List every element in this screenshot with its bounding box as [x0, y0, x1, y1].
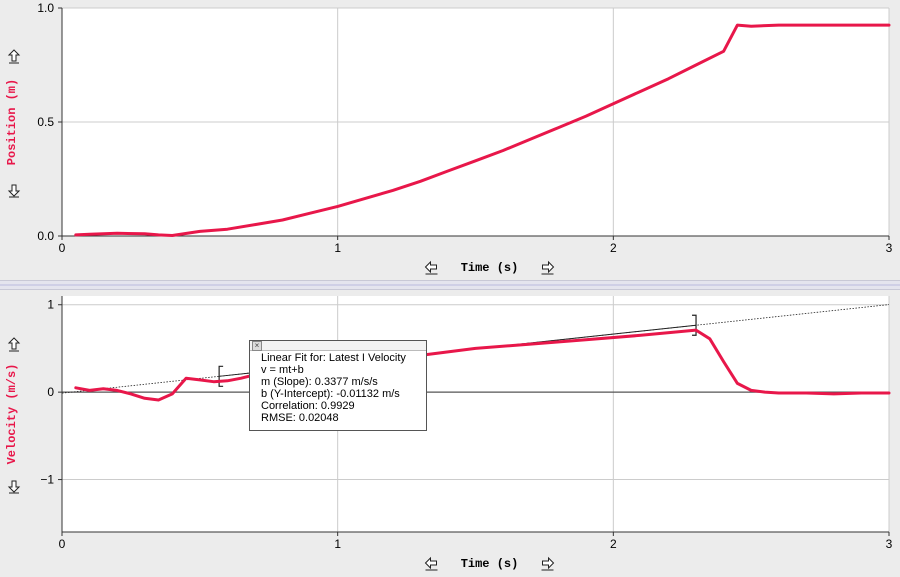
position-graph[interactable]: 0 1 2 3 0.0 0.5 1.0 Position (m) Time (s) — [0, 0, 900, 280]
down-arrow-icon[interactable] — [7, 184, 21, 198]
right-arrow-icon-shape — [542, 260, 555, 274]
fit-rmse: RMSE: 0.02048 — [261, 412, 339, 424]
fit-equation: v = mt+b — [261, 364, 304, 376]
velocity-x-tick-label: 1 — [334, 537, 341, 551]
left-arrow-icon-shape — [424, 260, 437, 274]
down-arrow-icon[interactable] — [7, 480, 21, 494]
fit-correlation: Correlation: 0.9929 — [261, 400, 355, 412]
velocity-plot-area — [62, 296, 889, 532]
velocity-graph[interactable]: 0 1 2 3 −1 0 1 Velocity (m/s) Time (s) — [0, 290, 900, 572]
velocity-y-axis-label: Velocity (m/s) — [5, 364, 19, 465]
velocity-x-tick-label: 0 — [59, 537, 66, 551]
linear-fit-box[interactable]: × Linear Fit for: Latest I Velocity v = … — [249, 340, 427, 431]
position-x-tick-label: 2 — [610, 241, 617, 255]
pane-splitter[interactable] — [0, 280, 900, 290]
velocity-y-tick-label: 0 — [47, 385, 54, 399]
up-arrow-icon-shape — [7, 337, 21, 350]
velocity-y-tick-label: 1 — [47, 298, 54, 312]
fit-slope: m (Slope): 0.3377 m/s/s — [261, 376, 378, 388]
velocity-x-tick-label: 2 — [610, 537, 617, 551]
fit-bracket-end — [692, 314, 697, 336]
left-arrow-icon-shape — [424, 556, 437, 570]
fit-box-titlebar[interactable]: × — [250, 341, 426, 351]
up-arrow-icon[interactable] — [7, 337, 21, 352]
position-y-axis-label: Position (m) — [5, 79, 19, 165]
fit-box-content: Linear Fit for: Latest I Velocity v = mt… — [250, 351, 426, 424]
velocity-graph-panel: 0 1 2 3 −1 0 1 Velocity (m/s) Time (s) — [0, 290, 900, 572]
down-arrow-icon-shape — [7, 480, 21, 493]
right-arrow-icon[interactable] — [541, 556, 555, 571]
velocity-x-tick-label: 3 — [886, 537, 893, 551]
left-arrow-icon[interactable] — [424, 556, 438, 571]
position-y-tick-label: 0.0 — [37, 229, 54, 243]
left-arrow-icon[interactable] — [424, 260, 438, 275]
position-x-axis-label: Time (s) — [461, 261, 519, 275]
up-arrow-icon[interactable] — [7, 49, 21, 64]
position-series-line — [74, 23, 891, 237]
position-y-tick-label: 0.5 — [37, 115, 54, 129]
right-arrow-icon-shape — [542, 556, 555, 570]
down-arrow-icon-shape — [7, 184, 21, 197]
velocity-y-tick-label: −1 — [40, 473, 54, 487]
position-x-tick-label: 3 — [886, 241, 893, 255]
up-arrow-icon-shape — [7, 49, 21, 62]
close-icon[interactable]: × — [252, 341, 262, 351]
position-x-tick-label: 0 — [59, 241, 66, 255]
position-graph-panel: 0 1 2 3 0.0 0.5 1.0 Position (m) Time (s) — [0, 0, 900, 280]
position-x-tick-label: 1 — [334, 241, 341, 255]
right-arrow-icon[interactable] — [541, 260, 555, 275]
linear-fit-line — [61, 304, 890, 394]
fit-bracket-start — [218, 365, 224, 387]
velocity-x-axis-label: Time (s) — [461, 557, 519, 571]
position-y-tick-label: 1.0 — [37, 1, 54, 15]
fit-intercept: b (Y-Intercept): -0.01132 m/s — [261, 388, 400, 400]
fit-title: Linear Fit for: Latest I Velocity — [261, 352, 406, 364]
